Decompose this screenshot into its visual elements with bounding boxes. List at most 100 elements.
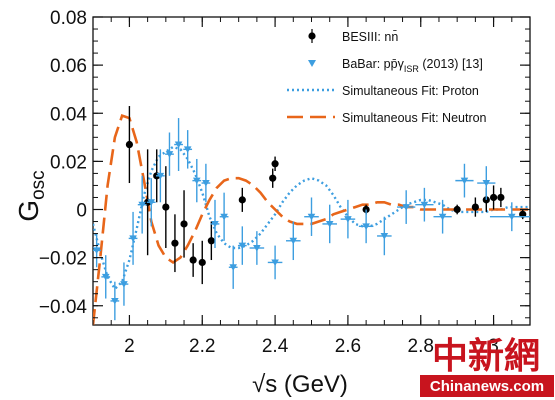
marker-circle: [189, 256, 197, 264]
besiii-data-point: [238, 187, 246, 212]
marker-circle: [497, 193, 505, 202]
babar-data-point: [174, 118, 183, 171]
data-points: [93, 106, 530, 321]
marker-circle: [238, 196, 246, 204]
babar-data-point: [156, 149, 165, 203]
babar-data-point: [455, 163, 474, 198]
marker-circle: [269, 174, 277, 182]
besiii-data-point: [497, 187, 505, 208]
marker-circle: [271, 160, 279, 168]
besiii-data-point: [453, 204, 461, 215]
marker-triangle: [271, 259, 279, 267]
legend-neutron-label: Simultaneous Fit: Neutron: [342, 111, 487, 125]
babar-data-point: [119, 262, 129, 306]
watermark-banner: [420, 375, 554, 397]
marker-triangle: [362, 223, 370, 230]
y-tick-label: 0.02: [50, 152, 87, 173]
y-tick-label: −0.04: [39, 297, 88, 318]
y-axis-title-main: G: [13, 200, 44, 222]
marker-triangle: [174, 141, 183, 149]
besiii-data-point: [171, 214, 179, 273]
babar-data-point: [267, 245, 283, 280]
besiii-data-point: [162, 166, 170, 248]
marker-circle: [489, 193, 498, 202]
marker-circle: [125, 140, 134, 149]
marker-triangle: [220, 213, 228, 221]
legend-proton-label: Simultaneous Fit: Proton: [342, 84, 479, 98]
legend-babar-name: BaBar: pp̄γ: [342, 57, 405, 71]
marker-triangle: [211, 220, 219, 228]
legend: BESIII: nn̄ BaBar: pp̄γISR (2013) [13] Sim…: [287, 29, 487, 125]
babar-data-point: [286, 221, 301, 261]
besiii-data-point: [180, 190, 188, 258]
besiii-data-point: [271, 156, 279, 171]
besiii-data-point: [207, 221, 215, 261]
marker-circle: [171, 239, 179, 247]
marker-triangle: [460, 177, 469, 185]
babar-data-point: [340, 199, 356, 239]
marker-triangle: [507, 213, 516, 221]
watermark-chinese-text: 中新網: [432, 335, 540, 377]
legend-besiii-marker: [308, 32, 316, 40]
marker-triangle: [192, 177, 201, 185]
marker-circle: [453, 205, 461, 214]
babar-data-point: [137, 175, 147, 234]
marker-triangle: [202, 180, 210, 187]
marker-triangle: [129, 235, 137, 242]
babar-data-point: [201, 163, 211, 203]
babar-data-point: [237, 226, 247, 265]
marker-circle: [207, 237, 215, 245]
x-tick-label: 3: [488, 336, 499, 357]
marker-triangle: [238, 242, 247, 250]
babar-data-point: [415, 187, 434, 222]
y-axis-title: Gosc: [13, 170, 49, 221]
babar-data-point: [146, 178, 156, 227]
marker-triangle: [229, 264, 238, 271]
babar-data-point: [489, 202, 530, 232]
besiii-data-point: [471, 197, 479, 217]
besiii-data-point: [269, 168, 277, 188]
marker-triangle: [380, 232, 389, 240]
besiii-data-point: [489, 185, 498, 210]
babar-data-point: [322, 204, 337, 244]
marker-triangle: [482, 180, 491, 187]
babar-data-point: [219, 192, 229, 241]
x-tick-label: 2.4: [262, 336, 289, 357]
y-tick-label: −0.02: [39, 249, 87, 270]
babar-data-point: [397, 190, 416, 224]
x-tick-label: 2.6: [335, 336, 361, 357]
legend-besiii-label: BESIII: nn̄: [342, 30, 398, 44]
axis-ticks: 2 2.2 2.4 2.6 2.8 3 −0.04 −0.02 0 0.02 0.04 0.06 0.0…: [39, 8, 531, 357]
marker-triangle: [138, 201, 146, 209]
marker-triangle: [183, 146, 192, 153]
babar-data-point: [128, 211, 138, 265]
axis-titles: Gosc √s (GeV): [13, 170, 348, 398]
babar-data-point: [110, 281, 120, 321]
babar-data-point: [433, 199, 452, 234]
marker-circle: [198, 258, 206, 267]
x-tick-label: 2.2: [189, 336, 215, 357]
marker-circle: [471, 203, 479, 211]
babar-data-point: [210, 199, 220, 248]
x-tick-label: 2: [124, 336, 135, 357]
y-tick-label: 0.08: [50, 8, 87, 29]
marker-triangle: [101, 273, 110, 281]
babar-data-point: [165, 132, 174, 176]
marker-triangle: [344, 216, 352, 223]
besiii-data-point: [519, 209, 527, 220]
legend-babar-marker: [308, 60, 316, 67]
marker-circle: [180, 220, 188, 228]
babar-data-point: [183, 130, 193, 169]
marker-triangle: [289, 237, 298, 245]
babar-data-point: [358, 209, 374, 244]
marker-triangle: [111, 297, 119, 305]
babar-data-point: [249, 231, 265, 265]
watermark-english-text: Chinanews.com: [430, 378, 544, 395]
marker-triangle: [253, 245, 261, 252]
babar-data-point: [304, 197, 319, 236]
marker-triangle: [93, 247, 101, 255]
x-tick-label: 2.8: [408, 336, 434, 357]
besiii-data-point: [189, 243, 197, 277]
babar-data-point: [93, 233, 102, 268]
